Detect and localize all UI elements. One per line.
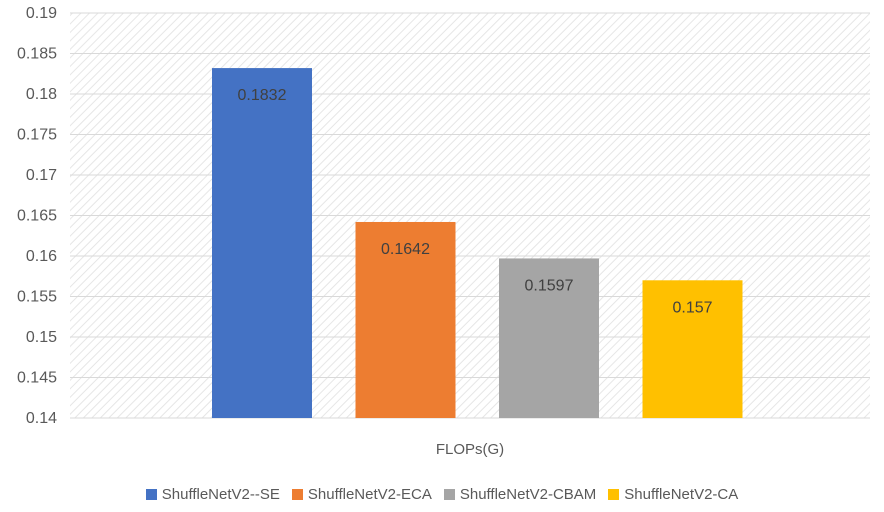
y-tick-label: 0.155 [17,289,57,306]
legend: ShuffleNetV2--SE ShuffleNetV2-ECA ShuffleN… [0,486,884,503]
y-tick-label: 0.145 [17,370,57,387]
data-label: 0.1597 [525,277,574,294]
y-tick-label: 0.14 [26,410,57,427]
legend-swatch [608,489,620,500]
y-tick-label: 0.17 [26,167,57,184]
legend-item: ShuffleNetV2--SE [145,486,280,503]
legend-label: ShuffleNetV2-ECA [307,486,432,503]
data-label: 0.157 [672,299,712,316]
legend-item: ShuffleNetV2-CA [608,486,738,503]
y-tick-label: 0.165 [17,208,57,225]
legend-swatch [443,489,455,500]
legend-swatch [145,489,157,500]
legend-label: ShuffleNetV2-CBAM [459,486,597,503]
legend-item: ShuffleNetV2-ECA [291,486,432,503]
y-tick-label: 0.18 [26,86,57,103]
legend-label: ShuffleNetV2--SE [161,486,280,503]
y-tick-label: 0.175 [17,127,57,144]
legend-swatch [291,489,303,500]
bar-2 [355,221,456,418]
y-tick-label: 0.15 [26,329,57,346]
bar-chart: 0.14 0.145 0.15 0.155 0.16 0.165 0.17 0.175 0.18… [17,5,870,458]
bar-3 [499,258,599,418]
data-label: 0.1642 [381,241,430,258]
y-tick-label: 0.19 [26,5,57,22]
bar-4 [642,280,743,418]
x-axis-label: FLOPs(G) [436,441,504,458]
legend-item: ShuffleNetV2-CBAM [443,486,597,503]
y-tick-label: 0.16 [26,248,57,265]
data-label: 0.1832 [238,87,287,104]
bar-1 [212,68,312,418]
y-tick-label: 0.185 [17,46,57,63]
legend-label: ShuffleNetV2-CA [624,486,739,503]
